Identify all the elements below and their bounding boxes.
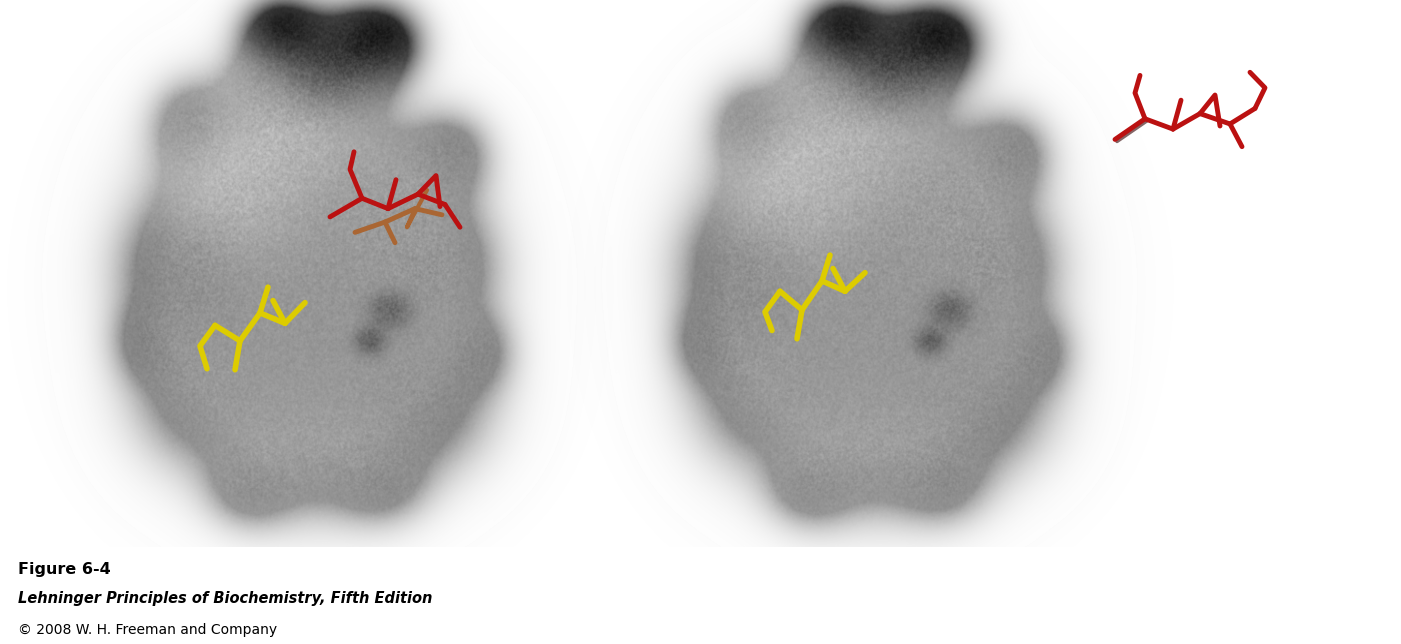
Text: Lehninger Principles of Biochemistry, Fifth Edition: Lehninger Principles of Biochemistry, Fi… bbox=[17, 591, 432, 606]
Text: Figure 6-4: Figure 6-4 bbox=[17, 562, 111, 577]
Text: © 2008 W. H. Freeman and Company: © 2008 W. H. Freeman and Company bbox=[17, 623, 276, 637]
